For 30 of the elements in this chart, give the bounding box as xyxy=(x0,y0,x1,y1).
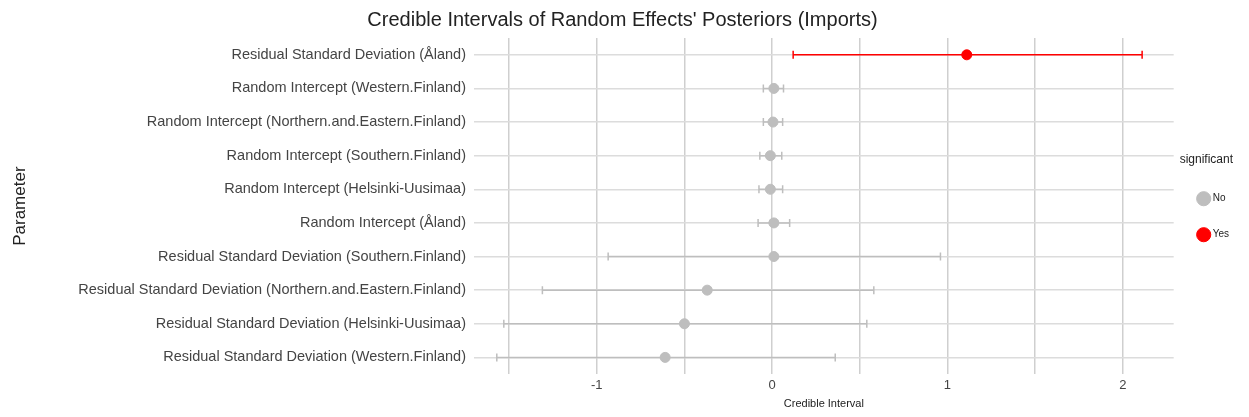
y-tick-label: Residual Standard Deviation (Åland) xyxy=(231,45,466,62)
chart-title: Credible Intervals of Random Effects' Posteriors (Imports) xyxy=(367,7,878,30)
y-tick-label: Random Intercept (Helsinki-Uusimaa) xyxy=(224,180,466,197)
point xyxy=(678,318,690,330)
y-tick-label: Residual Standard Deviation (Southern.Finland) xyxy=(158,247,466,264)
y-tick-label: Residual Standard Deviation (Western.Finland) xyxy=(163,348,466,365)
point xyxy=(764,150,776,162)
y-tick-label: Residual Standard Deviation (Helsinki-Uusimaa) xyxy=(155,314,466,331)
x-axis-title: Credible Interval xyxy=(783,397,864,410)
point xyxy=(659,351,671,363)
point xyxy=(768,82,780,94)
legend-label: Yes xyxy=(1212,228,1230,240)
y-tick-label: Random Intercept (Åland) xyxy=(299,213,466,230)
y-tick-label: Residual Standard Deviation (Northern.and.Eastern.Finland) xyxy=(78,281,466,298)
point xyxy=(767,116,779,128)
y-axis-title: Parameter xyxy=(9,166,29,246)
legend-title: significant xyxy=(1179,151,1234,166)
x-tick-label: 2 xyxy=(1119,376,1127,392)
x-tick-label: 1 xyxy=(943,376,952,392)
point xyxy=(768,217,780,229)
x-tick-label: 0 xyxy=(768,376,776,392)
point xyxy=(768,251,780,263)
point xyxy=(764,183,776,195)
y-tick-label: Random Intercept (Western.Finland) xyxy=(231,79,466,96)
legend-label: No xyxy=(1212,192,1226,204)
point xyxy=(961,49,973,61)
y-tick-label: Random Intercept (Northern.and.Eastern.Finland) xyxy=(146,113,466,130)
y-tick-label: Random Intercept (Southern.Finland) xyxy=(226,146,466,163)
x-tick-label: -1 xyxy=(590,376,603,392)
point xyxy=(701,284,713,296)
